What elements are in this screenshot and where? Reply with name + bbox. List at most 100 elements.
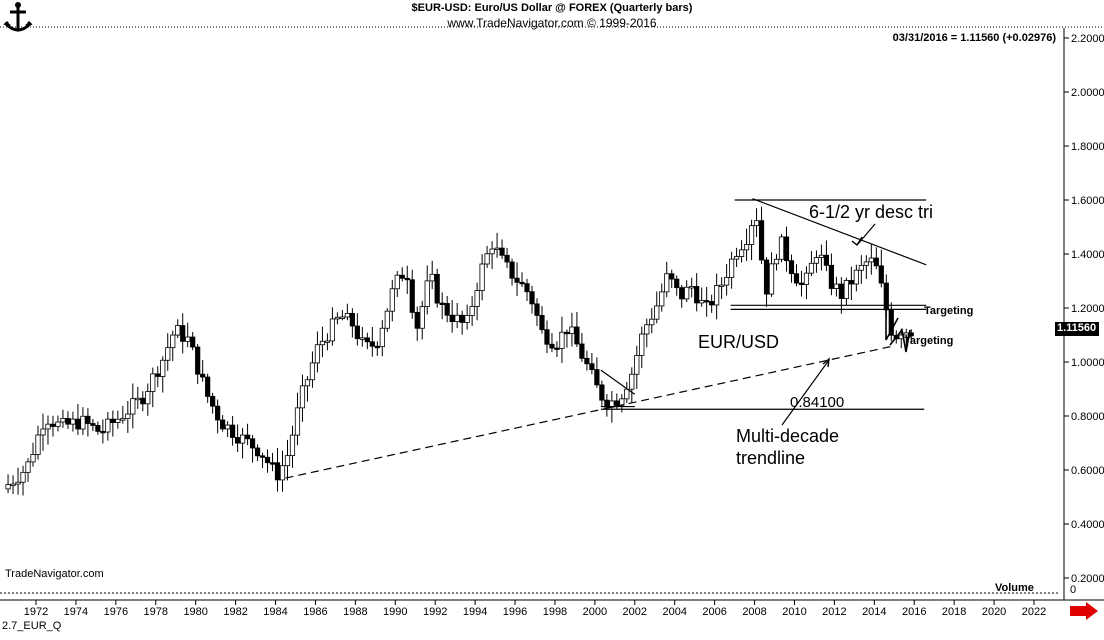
candle-body bbox=[244, 434, 251, 440]
candle-body bbox=[160, 359, 166, 377]
candle-body bbox=[664, 273, 670, 293]
candle-body bbox=[269, 462, 276, 465]
x-tick-label: 2000 bbox=[583, 606, 607, 618]
candle-body bbox=[504, 254, 510, 263]
candle-body bbox=[130, 398, 136, 415]
x-tick-label: 1988 bbox=[343, 606, 367, 618]
candle-body bbox=[379, 327, 385, 348]
candle-body bbox=[30, 454, 36, 463]
candle-body bbox=[838, 283, 844, 299]
candle-body bbox=[254, 447, 261, 457]
candle-body bbox=[334, 316, 340, 320]
candle-body bbox=[569, 326, 575, 335]
price-tag-box bbox=[1055, 322, 1099, 336]
target-label-1: Targeting bbox=[924, 305, 974, 317]
candle-body bbox=[150, 373, 156, 392]
desc-triangle-label: 6-1/2 yr desc tri bbox=[809, 202, 934, 222]
y-tick-label: 1.80000 bbox=[1071, 141, 1104, 153]
candle-body bbox=[100, 430, 106, 434]
candle-body bbox=[554, 347, 560, 350]
chart-name: 2.7_EUR_Q bbox=[2, 620, 62, 632]
volume-label: Volume bbox=[995, 582, 1034, 594]
candle-body bbox=[205, 376, 211, 397]
candle-body bbox=[644, 324, 650, 335]
candle-body bbox=[329, 318, 336, 342]
candle-body bbox=[195, 346, 201, 375]
candle-body bbox=[733, 256, 740, 260]
candle-body bbox=[634, 355, 640, 375]
scroll-right-arrow-icon[interactable] bbox=[1070, 602, 1098, 620]
candle-body bbox=[339, 316, 345, 319]
candle-body bbox=[60, 417, 66, 423]
x-tick-label: 2014 bbox=[862, 606, 886, 618]
candle-body bbox=[803, 272, 810, 285]
x-tick-label: 2018 bbox=[942, 606, 966, 618]
candle-body bbox=[629, 373, 635, 390]
candle-body bbox=[314, 344, 321, 364]
candle-body bbox=[429, 273, 435, 282]
candle-body bbox=[793, 273, 800, 284]
candle-body bbox=[185, 336, 191, 342]
candle-body bbox=[359, 337, 365, 340]
candle-body bbox=[459, 314, 465, 323]
candle-body bbox=[175, 325, 181, 336]
candle-body bbox=[299, 385, 306, 409]
candle-body bbox=[35, 434, 41, 455]
level-label: 0.84100 bbox=[790, 394, 845, 411]
x-tick-label: 1986 bbox=[303, 606, 327, 618]
candle-body bbox=[384, 310, 390, 329]
candle-body bbox=[200, 373, 206, 378]
candle-body bbox=[699, 300, 705, 304]
candles-layer bbox=[5, 206, 914, 496]
candle-body bbox=[724, 277, 730, 286]
x-tick-label: 1996 bbox=[503, 606, 527, 618]
candle-body bbox=[419, 306, 425, 329]
candle-body bbox=[539, 315, 545, 331]
candle-body bbox=[848, 280, 854, 285]
brand-footer: TradeNavigator.com bbox=[5, 568, 104, 580]
candle-body bbox=[409, 279, 415, 313]
desc-tri-arrowhead-icon bbox=[851, 236, 863, 247]
candle-body bbox=[574, 326, 580, 345]
candle-body bbox=[55, 421, 61, 427]
candle-body bbox=[474, 290, 480, 307]
candle-body bbox=[140, 397, 146, 405]
candle-body bbox=[549, 343, 555, 349]
candle-body bbox=[394, 274, 400, 290]
candle-body bbox=[659, 291, 665, 307]
candle-body bbox=[449, 314, 455, 323]
candle-body bbox=[10, 483, 16, 486]
candle-body bbox=[115, 418, 121, 423]
symbol-label: EUR/USD bbox=[698, 332, 780, 352]
candle-body bbox=[444, 303, 450, 316]
candle-body bbox=[499, 247, 505, 256]
candle-body bbox=[165, 347, 171, 361]
candle-body bbox=[878, 265, 884, 284]
candle-body bbox=[594, 369, 600, 386]
x-tick-label: 1998 bbox=[543, 606, 567, 618]
candle-body bbox=[45, 423, 51, 430]
candle-body bbox=[758, 220, 765, 261]
candle-body bbox=[529, 291, 535, 305]
candle-body bbox=[180, 325, 186, 342]
candle-body bbox=[110, 418, 116, 423]
candle-body bbox=[120, 418, 126, 421]
candle-body bbox=[75, 418, 81, 430]
candle-body bbox=[738, 249, 745, 257]
candle-body bbox=[873, 257, 879, 267]
candle-body bbox=[704, 300, 710, 303]
candle-body bbox=[808, 262, 815, 274]
candle-body bbox=[40, 428, 46, 436]
candle-body bbox=[374, 345, 380, 349]
candle-body bbox=[514, 277, 520, 283]
candle-body bbox=[534, 303, 540, 316]
x-tick-label: 2006 bbox=[702, 606, 726, 618]
candle-body bbox=[624, 388, 630, 400]
